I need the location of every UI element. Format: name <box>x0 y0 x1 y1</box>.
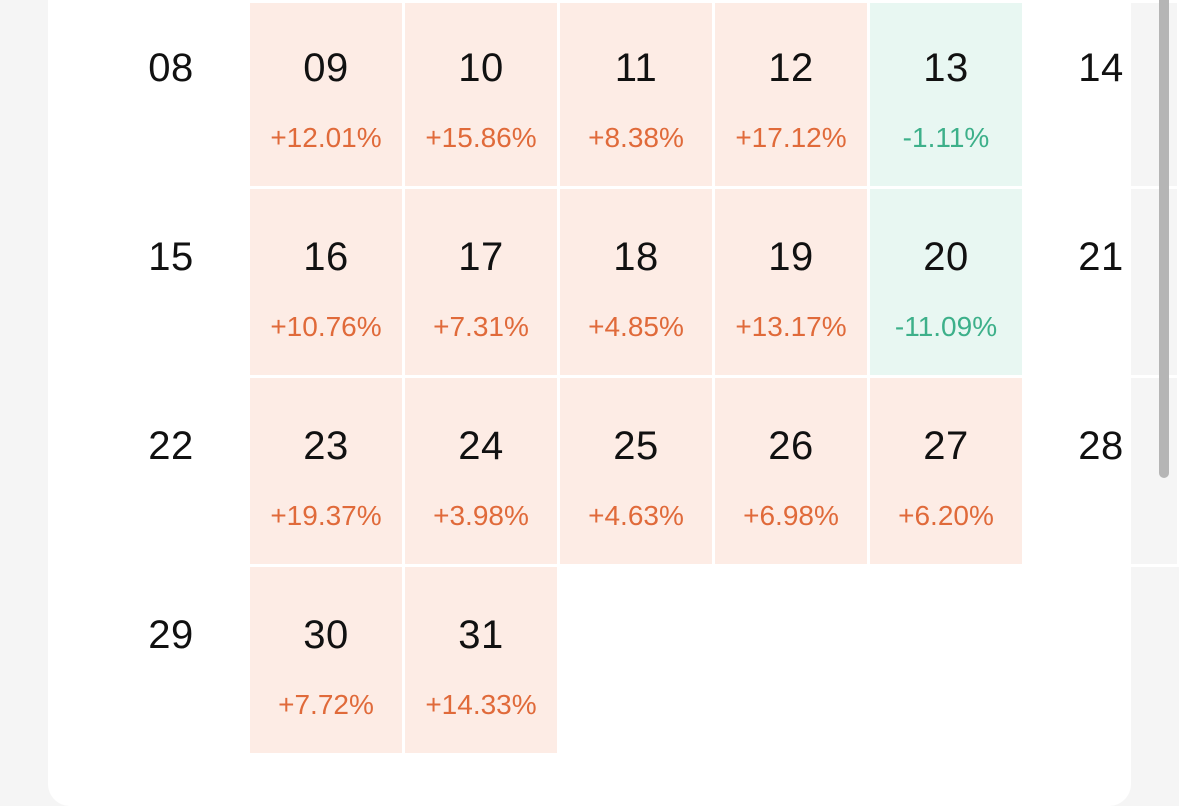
calendar-day-cell[interactable]: 17 +7.31% <box>405 189 560 378</box>
day-number: 24 <box>458 424 504 468</box>
daily-change-percent: -11.09% <box>894 311 998 342</box>
daily-change-percent: +10.76% <box>270 311 382 342</box>
day-number: 25 <box>613 424 659 468</box>
calendar-day-cell[interactable]: 26 +6.98% <box>715 378 870 567</box>
daily-change-percent: +19.37% <box>270 500 382 531</box>
day-number: 20 <box>923 235 969 279</box>
calendar-day-cell[interactable]: 13 -1.11% <box>870 0 1025 189</box>
daily-change-percent: +8.38% <box>588 122 684 153</box>
calendar-day-cell[interactable]: 28 <box>1025 378 1179 567</box>
daily-change-percent: +7.72% <box>278 689 374 720</box>
day-number: 22 <box>148 424 194 468</box>
calendar-day-cell[interactable]: 18 +4.85% <box>560 189 715 378</box>
day-number: 11 <box>614 46 658 90</box>
day-number: 17 <box>458 235 504 279</box>
day-number: 10 <box>458 46 504 90</box>
calendar-day-cell[interactable]: 19 +13.17% <box>715 189 870 378</box>
day-number: 29 <box>148 613 194 657</box>
calendar-day-cell[interactable]: 20 -11.09% <box>870 189 1025 378</box>
daily-change-percent: +6.98% <box>743 500 839 531</box>
day-number: 12 <box>768 46 814 90</box>
day-number: 28 <box>1078 424 1124 468</box>
daily-change-percent: +12.01% <box>270 122 382 153</box>
calendar-day-cell[interactable]: 24 +3.98% <box>405 378 560 567</box>
daily-change-percent: +14.33% <box>425 689 537 720</box>
day-number: 18 <box>613 235 659 279</box>
day-number: 21 <box>1078 235 1124 279</box>
daily-change-percent: +4.63% <box>588 500 684 531</box>
daily-change-percent: -1.11% <box>902 122 990 153</box>
daily-change-percent: +6.20% <box>898 500 994 531</box>
calendar-day-cell[interactable]: 23 +19.37% <box>250 378 405 567</box>
day-number: 09 <box>303 46 349 90</box>
day-number: 08 <box>148 46 194 90</box>
calendar-day-cell[interactable]: 29 <box>95 567 250 756</box>
calendar-day-cell[interactable]: 16 +10.76% <box>250 189 405 378</box>
day-number: 13 <box>923 46 969 90</box>
daily-change-percent: +4.85% <box>588 311 684 342</box>
daily-change-percent: +7.31% <box>433 311 529 342</box>
vertical-scrollbar[interactable] <box>1159 0 1169 478</box>
calendar-day-cell[interactable]: 31 +14.33% <box>405 567 560 756</box>
day-number: 31 <box>458 613 504 657</box>
calendar-day-cell[interactable]: 27 +6.20% <box>870 378 1025 567</box>
day-number: 27 <box>923 424 969 468</box>
calendar-day-cell[interactable]: 08 <box>95 0 250 189</box>
calendar-day-cell[interactable]: 30 +7.72% <box>250 567 405 756</box>
daily-change-percent: +3.98% <box>433 500 529 531</box>
pnl-calendar-grid: 08 09 +12.01% 10 +15.86% 11 +8.38% 12 +17.12% 13 -… <box>95 0 1179 756</box>
calendar-card: 08 09 +12.01% 10 +15.86% 11 +8.38% 12 +17.12% 13 -… <box>48 0 1179 806</box>
calendar-day-cell[interactable]: 09 +12.01% <box>250 0 405 189</box>
calendar-day-cell[interactable]: 14 <box>1025 0 1179 189</box>
calendar-day-cell[interactable]: 21 <box>1025 189 1179 378</box>
calendar-day-cell[interactable]: 11 +8.38% <box>560 0 715 189</box>
daily-change-percent: +13.17% <box>735 311 847 342</box>
calendar-day-cell[interactable]: 22 <box>95 378 250 567</box>
day-number: 14 <box>1078 46 1124 90</box>
day-number: 23 <box>303 424 349 468</box>
daily-change-percent: +15.86% <box>425 122 537 153</box>
calendar-day-cell[interactable]: 15 <box>95 189 250 378</box>
day-number: 26 <box>768 424 814 468</box>
daily-change-percent: +17.12% <box>735 122 847 153</box>
calendar-day-cell[interactable]: 10 +15.86% <box>405 0 560 189</box>
calendar-day-cell[interactable]: 12 +17.12% <box>715 0 870 189</box>
day-number: 19 <box>768 235 814 279</box>
day-number: 30 <box>303 613 349 657</box>
day-number: 16 <box>303 235 349 279</box>
calendar-day-cell[interactable]: 25 +4.63% <box>560 378 715 567</box>
day-number: 15 <box>148 235 194 279</box>
